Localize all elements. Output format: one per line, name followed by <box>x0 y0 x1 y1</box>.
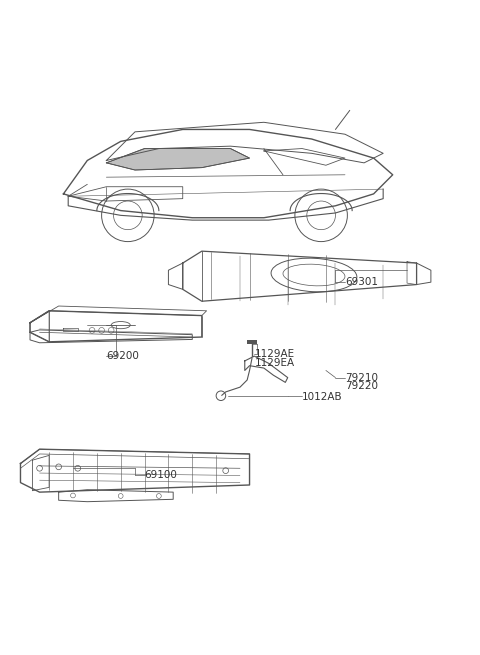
Bar <box>247 341 257 345</box>
Text: 69100: 69100 <box>144 470 178 480</box>
Text: 79220: 79220 <box>345 381 378 391</box>
Text: 69200: 69200 <box>107 351 139 361</box>
Text: 1129EA: 1129EA <box>254 358 294 368</box>
Text: 69301: 69301 <box>345 277 378 287</box>
Text: 79210: 79210 <box>345 373 378 383</box>
Text: 1012AB: 1012AB <box>302 392 343 402</box>
Polygon shape <box>107 149 250 170</box>
Text: 1129AE: 1129AE <box>254 348 294 359</box>
